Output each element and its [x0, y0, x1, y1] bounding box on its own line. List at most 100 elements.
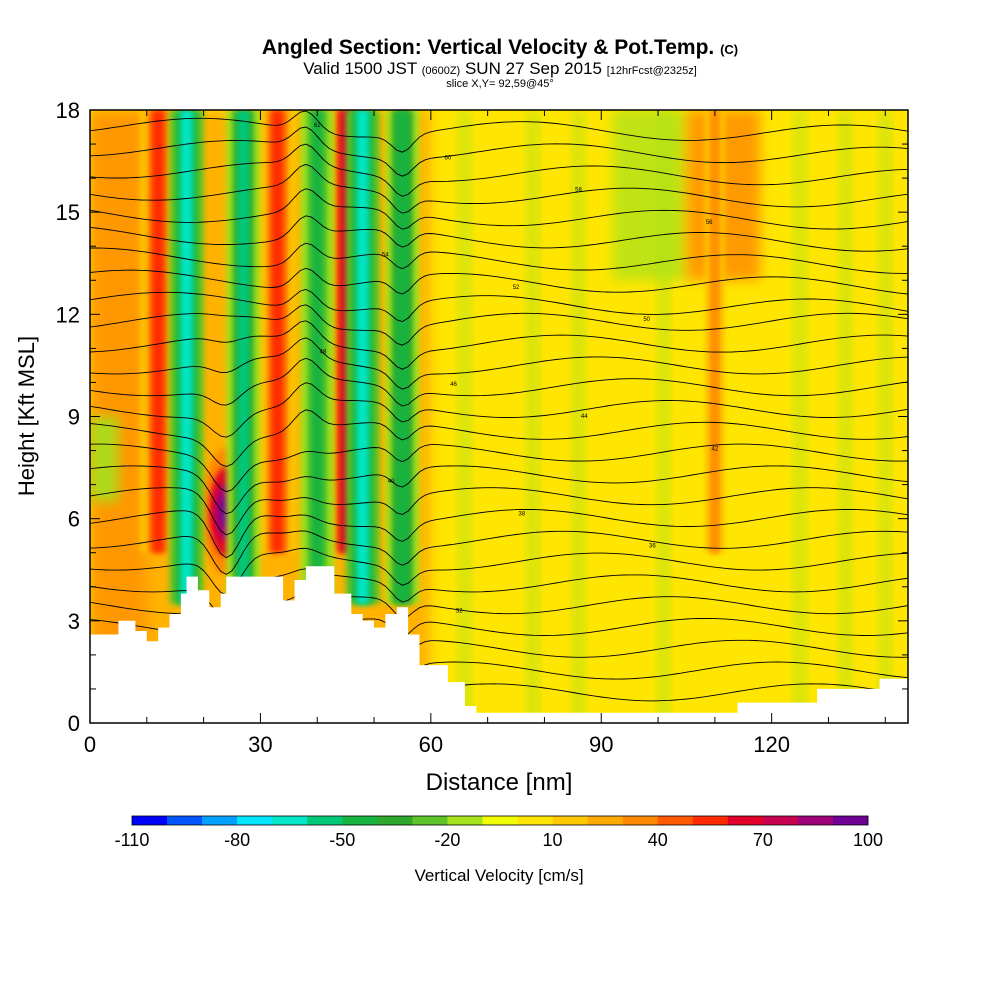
colorbar-swatch	[412, 816, 448, 825]
x-tick-label: 120	[753, 732, 790, 757]
band-layer	[237, 110, 250, 604]
y-tick-label: 0	[68, 711, 80, 736]
x-tick-label: 60	[419, 732, 443, 757]
isentrope-line	[90, 242, 908, 274]
colorbar-tick-label: -110	[115, 830, 150, 850]
isentrope-label: 60	[445, 155, 452, 161]
chart-subtitle: Valid 1500 JST (0600Z) SUN 27 Sep 2015 […	[0, 59, 1000, 79]
y-axis-label: Height [Kft MSL]	[14, 336, 39, 496]
terrain	[90, 566, 908, 723]
colorbar-swatch	[692, 816, 729, 825]
isentrope-label: 46	[450, 382, 457, 388]
field-region	[90, 416, 119, 502]
weak-downdraft-band	[458, 110, 471, 723]
downdraft-band	[169, 110, 204, 604]
colorbar-swatch	[622, 816, 659, 825]
band-layer	[180, 110, 193, 604]
colorbar-swatch	[202, 816, 238, 825]
band-layer	[396, 110, 409, 604]
colorbar-swatch	[272, 816, 308, 825]
colorbar-swatch	[482, 816, 518, 825]
isentrope-label: 56	[706, 220, 713, 226]
isentrope-label: 54	[382, 252, 389, 258]
isentrope-label: 48	[320, 349, 327, 355]
isentrope-line	[90, 126, 908, 177]
isentrope-line	[90, 382, 908, 438]
isentrope-line	[90, 320, 908, 370]
weak-downdraft-band	[657, 110, 670, 723]
colorbar-swatch	[727, 816, 764, 825]
slice-info: slice X,Y= 92,59@45°	[446, 78, 554, 90]
colorbar-swatch	[657, 816, 694, 825]
updraft-band	[704, 110, 725, 553]
valid-time-utc: (0600Z)	[421, 65, 461, 77]
chart-title: Angled Section: Vertical Velocity & Pot.…	[0, 36, 1000, 60]
colorbar-frame	[131, 815, 869, 826]
colorbar-label: Vertical Velocity [cm/s]	[414, 866, 583, 885]
isentrope-line	[90, 409, 908, 467]
isentrope-label: 58	[575, 188, 582, 194]
isentrope-line	[90, 215, 908, 252]
isentrope-line	[90, 289, 908, 322]
weak-downdraft-band	[572, 110, 585, 723]
isentrope-line	[90, 465, 908, 515]
isentrope-label: 50	[643, 317, 650, 323]
colorbar-swatch	[237, 816, 273, 825]
isentrope-line	[90, 487, 908, 536]
isentrope-label: 52	[513, 285, 520, 291]
isentrope-label: 36	[649, 544, 656, 550]
isentrope-line	[90, 267, 908, 295]
colorbar-swatch	[447, 816, 483, 825]
band-layer	[711, 110, 719, 553]
x-axis: 0 30 60 90 120	[84, 110, 886, 757]
downdraft-band	[385, 110, 420, 604]
isentrope-line	[90, 304, 908, 346]
colorbar-tick-label: 70	[753, 830, 773, 850]
potential-temperature-contours: 62605856545250484644424038363432	[90, 110, 908, 712]
isentrope-label: 44	[581, 414, 588, 420]
band-layer	[356, 110, 369, 604]
colorbar-swatch	[517, 816, 553, 825]
isentrope-line	[90, 530, 908, 575]
isentrope-label: 38	[518, 511, 525, 517]
colorbar-swatch	[587, 816, 623, 825]
chart-title-main: Angled Section: Vertical Velocity & Pot.…	[261, 36, 715, 59]
isentrope-line	[90, 357, 908, 407]
x-axis-label: Distance [nm]	[426, 769, 573, 796]
downdraft-band	[300, 110, 335, 604]
colorbar-swatch	[377, 816, 413, 825]
isentrope-label: 40	[388, 479, 395, 485]
colorbar-tick-label: 10	[543, 830, 563, 850]
valid-time: Valid 1500 JST	[303, 59, 417, 78]
x-tick-label: 30	[248, 732, 272, 757]
chart-title-unit: (C)	[720, 42, 739, 57]
colorbar-swatch	[797, 816, 834, 825]
x-tick-label: 90	[589, 732, 613, 757]
colorbar: -110 -80 -50 -20 10 40 70 100	[115, 815, 883, 850]
band-layer	[311, 110, 324, 604]
isentrope-line	[90, 110, 908, 153]
isentrope-line	[90, 509, 908, 559]
y-tick-label: 12	[56, 302, 80, 327]
y-tick-label: 6	[68, 507, 80, 532]
isentrope-line	[90, 188, 908, 230]
colorbar-swatch	[832, 816, 869, 825]
weak-downdraft-band	[879, 110, 892, 723]
colorbar-swatch	[342, 816, 378, 825]
y-tick-label: 18	[56, 98, 80, 123]
downdraft-band	[226, 110, 261, 604]
band-layer	[271, 110, 284, 553]
colorbar-swatch	[307, 816, 343, 825]
field-region	[612, 110, 687, 281]
colorbar-swatch	[167, 816, 203, 825]
weak-downdraft-band	[839, 110, 852, 723]
isentrope-label: 32	[456, 608, 463, 614]
isentrope-label: 42	[712, 447, 719, 453]
isentrope-line	[90, 143, 908, 197]
colorbar-swatch	[132, 816, 168, 825]
downdraft-band	[345, 110, 380, 604]
isentrope-line	[90, 337, 908, 390]
isentrope-label: 62	[314, 123, 321, 129]
